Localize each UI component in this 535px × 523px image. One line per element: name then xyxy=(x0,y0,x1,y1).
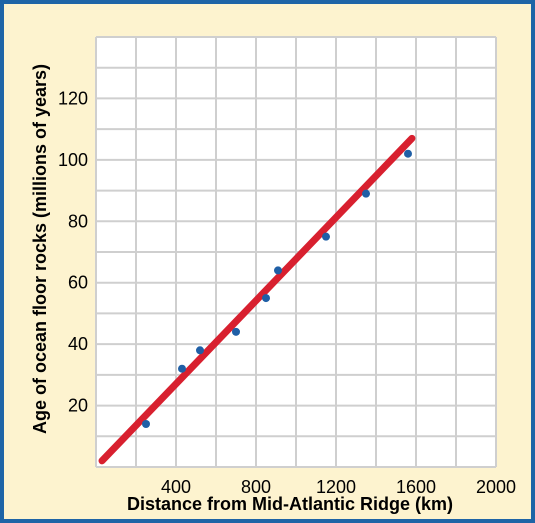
y-tick-label: 20 xyxy=(68,396,88,416)
scatter-chart: 400 800 1200 1600 2000 20 40 60 80 100 120 Distanc… xyxy=(30,36,516,514)
tick-labels: 400 800 1200 1600 2000 20 40 60 80 100 120 xyxy=(58,88,516,497)
trendline xyxy=(98,134,416,465)
chart-panel: 400 800 1200 1600 2000 20 40 60 80 100 120 Distanc… xyxy=(4,4,531,519)
x-tick-label: 1600 xyxy=(396,477,436,497)
y-tick-label: 120 xyxy=(58,88,88,108)
y-axis-label: Age of ocean floor rocks (millions of ye… xyxy=(30,64,50,434)
data-point xyxy=(322,232,330,241)
x-tick-label: 1200 xyxy=(316,477,356,497)
data-point xyxy=(362,189,370,198)
x-axis-label: Distance from Mid-Atlantic Ridge (km) xyxy=(127,494,453,514)
data-point xyxy=(178,364,186,373)
y-tick-label: 60 xyxy=(68,273,88,293)
y-tick-label: 100 xyxy=(58,150,88,170)
data-points xyxy=(142,149,412,428)
x-tick-label: 2000 xyxy=(476,477,516,497)
data-point xyxy=(142,420,150,428)
grid-lines xyxy=(95,36,497,468)
y-tick-label: 40 xyxy=(68,334,88,354)
data-point xyxy=(274,266,282,275)
data-point xyxy=(196,346,204,355)
data-point xyxy=(262,294,270,303)
y-tick-label: 80 xyxy=(68,211,88,231)
data-point xyxy=(404,149,412,158)
data-point xyxy=(232,327,240,336)
x-tick-label: 400 xyxy=(161,477,191,497)
x-tick-label: 800 xyxy=(241,477,271,497)
